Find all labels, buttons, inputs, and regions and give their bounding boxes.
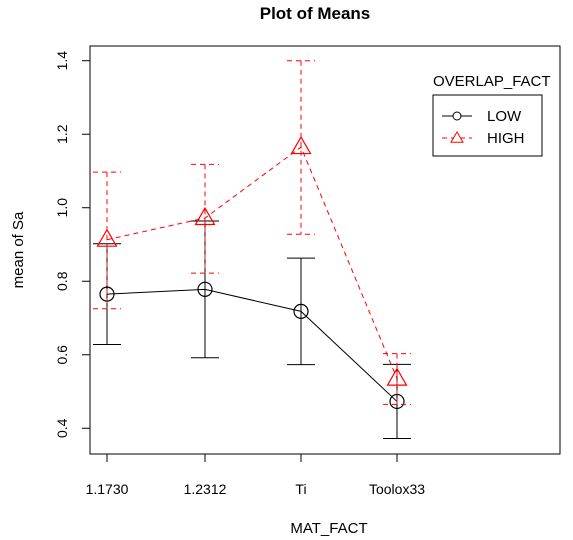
series-high: [93, 61, 411, 405]
error-bar: [191, 164, 219, 273]
y-tick-label: 0.4: [54, 418, 70, 438]
legend-label: HIGH: [487, 130, 525, 147]
data-point: [294, 304, 308, 318]
series-layer: [93, 61, 411, 439]
y-tick-label: 1.0: [54, 198, 70, 218]
x-axis-label: MAT_FACT: [290, 520, 367, 537]
series-line: [107, 289, 397, 401]
x-tick-label: Toolox33: [369, 481, 425, 497]
series-line: [107, 147, 397, 379]
chart-title: Plot of Means: [260, 4, 371, 23]
y-axis: 0.4 0.6 0.8 1.0 1.2 1.4: [54, 51, 90, 438]
legend-label: LOW: [487, 108, 522, 125]
x-tick-label: 1.1730: [86, 481, 129, 497]
y-tick-label: 1.4: [54, 51, 70, 71]
x-axis: 1.1730 1.2312 Ti Toolox33: [86, 454, 426, 497]
x-tick-label: Ti: [295, 481, 306, 497]
x-tick-label: 1.2312: [184, 481, 227, 497]
y-tick-label: 1.2: [54, 124, 70, 144]
data-point: [198, 282, 212, 296]
y-axis-label: mean of Sa: [10, 211, 27, 288]
legend: OVERLAP_FACT LOW HIGH: [433, 73, 551, 156]
series-low: [93, 221, 411, 439]
y-tick-label: 0.8: [54, 271, 70, 291]
y-tick-label: 0.6: [54, 345, 70, 365]
legend-title: OVERLAP_FACT: [433, 73, 551, 90]
legend-marker: [453, 112, 461, 120]
